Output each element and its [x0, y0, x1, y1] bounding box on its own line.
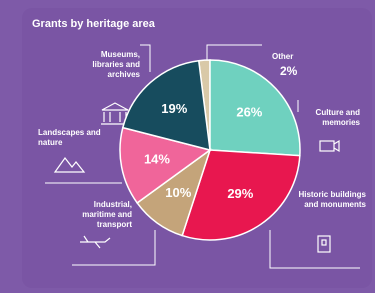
- slice-label: 14%: [144, 152, 170, 167]
- category-label: Landscapes and nature: [38, 128, 108, 148]
- category-label: Other: [272, 52, 332, 62]
- category-label: Museums, libraries and archives: [70, 50, 140, 80]
- category-label: Historic buildings and monuments: [298, 190, 366, 210]
- chart-title: Grants by heritage area: [32, 18, 156, 30]
- category-label: Culture and memories: [290, 108, 360, 128]
- slice-label: 26%: [236, 104, 262, 119]
- slice-label: 19%: [161, 101, 187, 116]
- category-label: Industrial, maritime and transport: [60, 200, 132, 230]
- other-value-label: 2%: [280, 64, 297, 78]
- slice-label: 29%: [227, 186, 253, 201]
- infographic: Grants by heritage area 26%29%10%14%19% …: [0, 0, 375, 293]
- slice-label: 10%: [165, 185, 191, 200]
